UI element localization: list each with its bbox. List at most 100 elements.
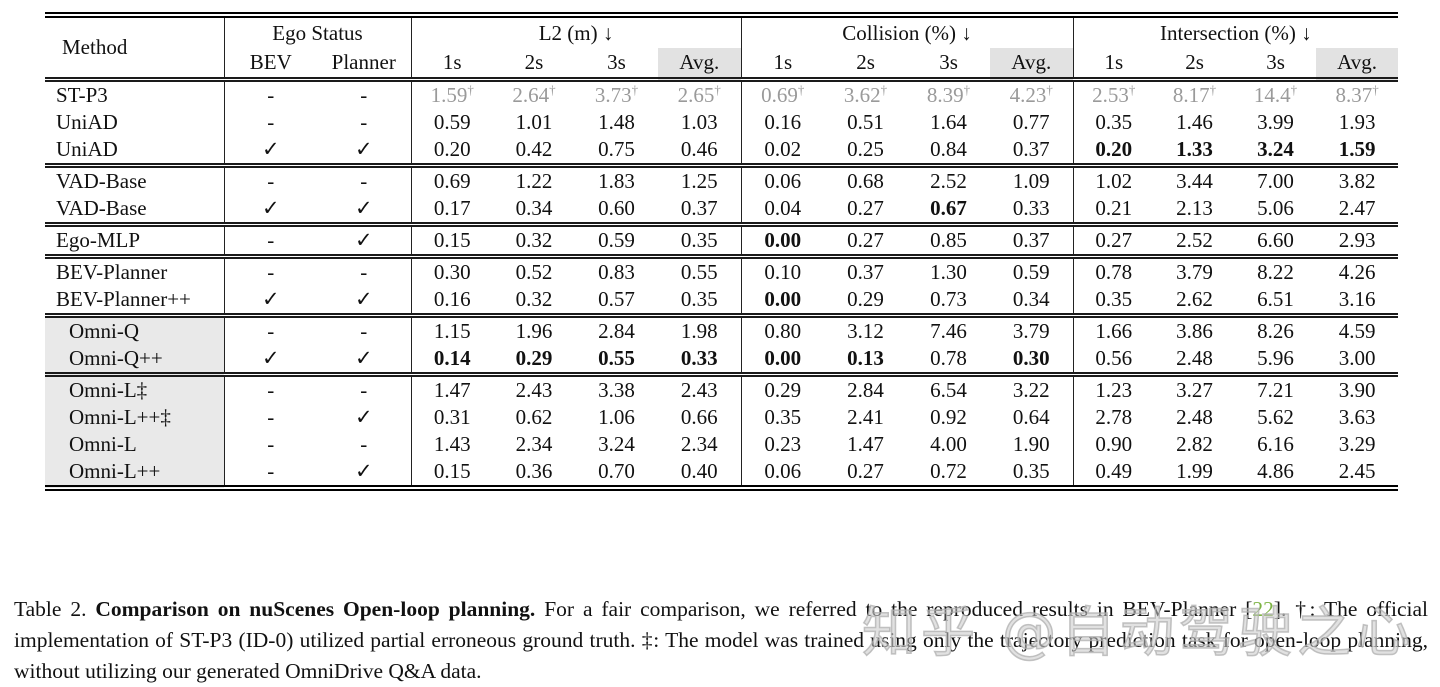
- value-cell: 0.68: [824, 163, 908, 195]
- citation-link[interactable]: 22: [1252, 596, 1274, 621]
- planner-cell: -: [317, 431, 412, 458]
- value-cell: 3.24: [1257, 137, 1294, 161]
- value-cell: 3.73†: [575, 77, 659, 109]
- value-cell: 0.33: [658, 345, 742, 375]
- table-row: VAD-Base ✓ ✓ 0.17 0.34 0.60 0.37 0.04 0.27 0.67 0.…: [45, 195, 1398, 225]
- value-cell: 8.17†: [1154, 77, 1236, 109]
- value-cell: 2.52: [1154, 222, 1236, 257]
- value-cell: 0.77: [990, 109, 1074, 136]
- planner-cell: ✓: [317, 345, 412, 375]
- value-cell: 0.69: [411, 163, 494, 195]
- value-cell: 0.35: [658, 222, 742, 257]
- value-cell: 1.59: [1338, 137, 1376, 161]
- value-cell: 2.62: [1176, 287, 1213, 311]
- value-cell: 0.30: [990, 345, 1074, 375]
- value-cell: 2.64†: [493, 77, 576, 109]
- value-cell: 1.22: [493, 163, 576, 195]
- value-cell: 5.62: [1257, 405, 1294, 429]
- value-cell: 3.27: [1154, 372, 1236, 404]
- value-cell: 0.55: [598, 346, 635, 370]
- value-cell: 0.00: [741, 222, 825, 257]
- caption-title: Comparison on nuScenes Open-loop plannin…: [95, 596, 536, 621]
- method-cell: Omni-L: [45, 431, 225, 458]
- value-cell: 0.36: [493, 458, 576, 491]
- value-cell: 0.30: [411, 254, 494, 286]
- value-cell: 2.53†: [1073, 77, 1155, 109]
- value-cell: 1.15: [411, 313, 494, 345]
- value-cell: 0.21: [1095, 196, 1133, 220]
- value-cell: 2.45: [1316, 458, 1399, 491]
- value-cell: 3.16: [1338, 287, 1376, 311]
- value-cell: 0.84: [930, 137, 967, 161]
- value-cell: 0.15: [411, 458, 494, 491]
- value-cell: 0.80: [741, 313, 825, 345]
- value-cell: 3.63: [1338, 405, 1376, 429]
- value-cell: 0.57: [598, 287, 635, 311]
- value-cell: 1.59†: [411, 77, 494, 109]
- value-cell: 0.29: [847, 287, 884, 311]
- table-row: BEV-Planner - -0.30 0.52 0.83 0.55 0.10 0.37 1.3…: [45, 254, 1399, 286]
- table-row: ST-P3- -1.59† 2.64† 3.73† 2.65† 0.69† 3.62† 8.3…: [45, 77, 1399, 109]
- value-cell: 0.42: [515, 137, 553, 161]
- value-cell: 0.59: [575, 222, 659, 257]
- value-cell: 6.54: [907, 372, 991, 404]
- value-cell: 1.46: [1176, 110, 1213, 134]
- value-cell: 0.35: [658, 286, 742, 316]
- value-cell: 0.66: [658, 404, 742, 431]
- value-cell: 5.06: [1257, 196, 1294, 220]
- value-cell: 2.65†: [658, 77, 742, 109]
- value-cell: 0.00: [764, 287, 802, 311]
- value-cell: 3.82: [1316, 163, 1399, 195]
- value-cell: 0.04: [764, 196, 802, 220]
- value-cell: 0.35: [1095, 287, 1133, 311]
- column-header-collision-avg: Avg.: [990, 48, 1074, 80]
- value-cell: 3.00: [1338, 346, 1376, 370]
- value-cell: 0.20: [433, 137, 471, 161]
- value-cell: 1.90: [990, 431, 1074, 458]
- table-row: Omni-L++ - ✓ 0.15 0.36 0.70 0.40 0.06 0.27 0.72 0.…: [45, 458, 1399, 491]
- method-cell: BEV-Planner: [45, 254, 225, 286]
- value-cell: 4.59: [1316, 313, 1399, 345]
- method-cell: ST-P3: [45, 77, 225, 109]
- value-cell: 0.10: [741, 254, 825, 286]
- value-cell: 0.72: [907, 458, 991, 491]
- table-row: Ego-MLP - ✓ 0.15 0.32 0.59 0.35 0.00 0.27 0.85 0.3…: [45, 222, 1399, 257]
- value-cell: 2.93: [1316, 222, 1399, 257]
- column-group-l2: L2 (m) ↓: [411, 12, 742, 48]
- value-cell: 4.86: [1235, 458, 1317, 491]
- value-cell: 0.73: [930, 287, 967, 311]
- value-cell: 0.32: [493, 222, 576, 257]
- value-cell: 0.59: [990, 254, 1074, 286]
- column-header-collision-1s: 1s: [773, 50, 793, 74]
- column-group-ego-status: Ego Status: [224, 12, 412, 48]
- bev-cell: -: [224, 313, 317, 345]
- bev-cell: -: [267, 405, 275, 429]
- caption-text: For a fair comparison, we referred to th…: [535, 596, 1253, 621]
- value-cell: 0.32: [515, 287, 553, 311]
- planner-cell: -: [317, 372, 412, 404]
- results-table: Method Ego Status L2 (m) ↓ Collision (%)…: [45, 12, 1399, 491]
- value-cell: 1.47: [847, 432, 884, 456]
- value-cell: 1.25: [658, 163, 742, 195]
- value-cell: 2.43: [493, 372, 576, 404]
- column-group-collision: Collision (%) ↓: [741, 12, 1074, 48]
- value-cell: 1.33: [1176, 137, 1213, 161]
- value-cell: 0.33: [990, 195, 1074, 225]
- bev-cell: -: [224, 254, 317, 286]
- method-cell: Omni-L++: [45, 458, 225, 491]
- value-cell: 1.23: [1073, 372, 1155, 404]
- value-cell: 0.27: [847, 196, 884, 220]
- value-cell: 0.34: [515, 196, 553, 220]
- planner-cell: ✓: [317, 286, 412, 316]
- value-cell: 3.24: [598, 432, 635, 456]
- value-cell: 0.34: [990, 286, 1074, 316]
- bev-cell: -: [224, 222, 317, 257]
- column-header-bev: BEV: [249, 50, 292, 74]
- value-cell: 2.82: [1176, 432, 1213, 456]
- value-cell: 5.96: [1257, 346, 1294, 370]
- value-cell: 1.66: [1073, 313, 1155, 345]
- value-cell: 6.16: [1257, 432, 1294, 456]
- header-group-row: Method Ego Status L2 (m) ↓ Collision (%)…: [45, 12, 1399, 80]
- value-cell: 1.06: [598, 405, 635, 429]
- value-cell: 0.92: [930, 405, 967, 429]
